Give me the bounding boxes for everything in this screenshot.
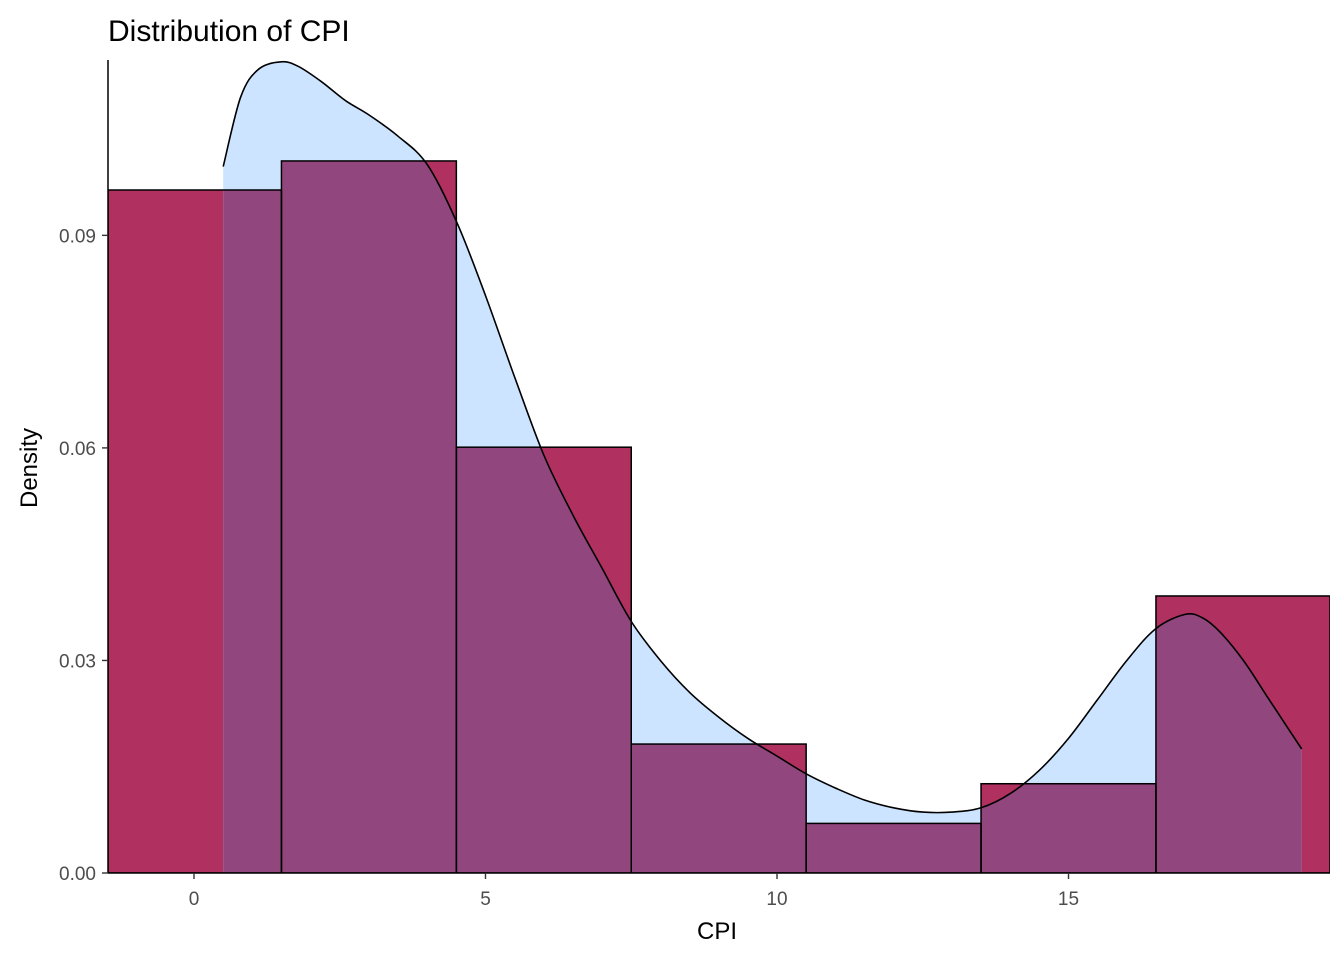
x-tick-label: 5 (480, 889, 491, 910)
chart-title: Distribution of CPI (108, 15, 350, 48)
density-overlap-area (223, 160, 1302, 873)
axes-layer: 0 5 10 15 0.00 0.03 0.06 0.09 (59, 60, 1330, 910)
overlap-layer (223, 160, 1302, 873)
density-curve (222, 60, 1303, 814)
density-curve-layer (222, 60, 1303, 814)
y-axis-title: Density (16, 428, 43, 508)
x-axis-title: CPI (697, 918, 737, 945)
y-tick-label: 0.06 (59, 439, 96, 460)
y-tick-label: 0.03 (59, 651, 96, 672)
y-tick-label: 0.00 (59, 864, 96, 885)
x-tick-label: 15 (1058, 889, 1079, 910)
y-tick-label: 0.09 (59, 226, 96, 247)
x-tick-label: 10 (766, 889, 787, 910)
x-tick-label: 0 (189, 889, 200, 910)
histogram-bar-outline (1155, 595, 1330, 873)
histogram-bar-outline (455, 446, 632, 873)
